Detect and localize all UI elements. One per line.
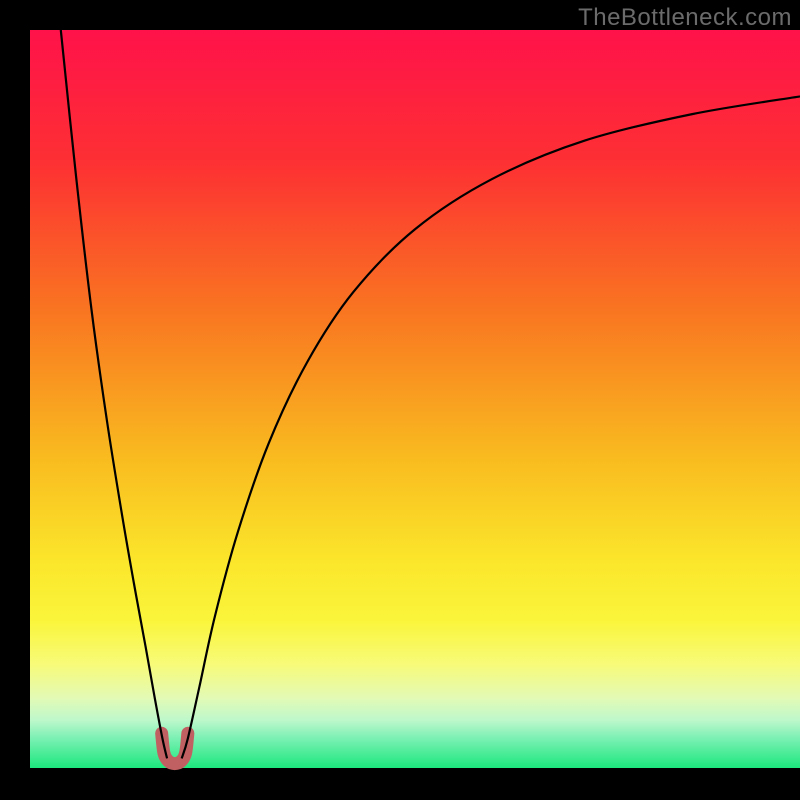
gradient-plot-area <box>30 30 800 768</box>
bottleneck-chart-svg <box>0 0 800 800</box>
chart-canvas: TheBottleneck.com <box>0 0 800 800</box>
watermark-text: TheBottleneck.com <box>578 4 792 32</box>
